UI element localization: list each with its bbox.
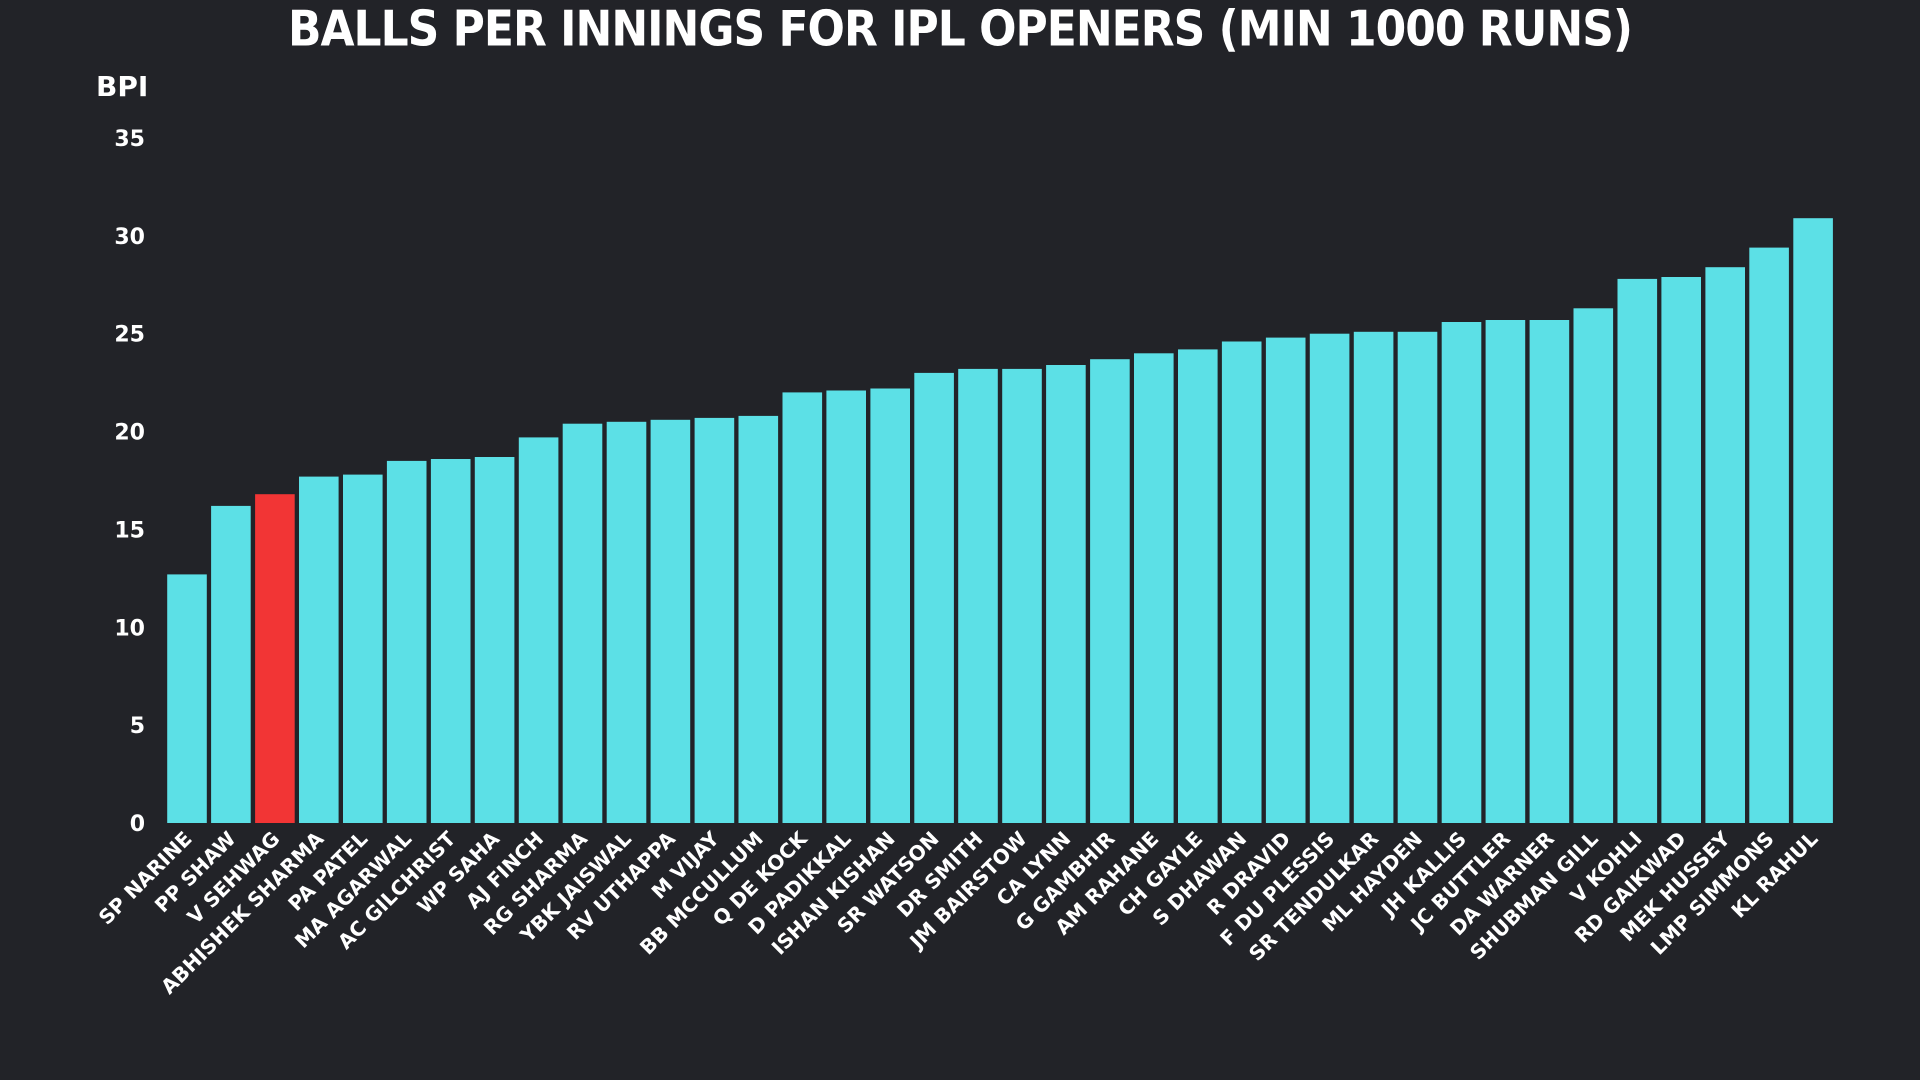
bar [430, 459, 471, 823]
bar [1178, 349, 1218, 823]
bar [870, 388, 910, 823]
bar [1441, 322, 1482, 823]
bar [650, 419, 691, 823]
bar [606, 421, 647, 823]
bar [1090, 359, 1130, 823]
bar [255, 494, 295, 823]
bar [1573, 308, 1614, 823]
y-tick-label: 5 [130, 714, 145, 739]
bar [1221, 341, 1262, 823]
chart-title: BALLS PER INNINGS FOR IPL OPENERS (MIN 1… [287, 0, 1633, 59]
bar [167, 574, 207, 823]
bar [1046, 365, 1086, 823]
bar [826, 390, 866, 823]
bar [782, 392, 823, 823]
bar [738, 415, 779, 823]
bar [386, 460, 427, 823]
y-tick-label: 0 [130, 812, 145, 837]
bar [343, 474, 383, 823]
y-axis-label: BPI [96, 70, 148, 103]
bar [1265, 337, 1306, 823]
bar [562, 423, 603, 823]
y-tick-label: 10 [114, 616, 145, 641]
y-tick-label: 20 [114, 421, 145, 446]
bar [518, 437, 559, 823]
bar [1749, 247, 1789, 824]
bar [1353, 331, 1394, 823]
bars-group [167, 218, 1833, 824]
bar [1485, 320, 1526, 823]
bar [1661, 277, 1701, 823]
bar [958, 368, 998, 823]
bar [1793, 218, 1833, 823]
bar [1134, 353, 1174, 823]
y-axis-ticks: 0 5 10 15 20 25 30 35 [114, 127, 145, 837]
y-tick-label: 25 [114, 323, 145, 348]
bar [694, 417, 735, 823]
bar [474, 457, 515, 823]
bar [914, 372, 954, 823]
y-tick-label: 15 [114, 518, 145, 543]
bar [1705, 267, 1745, 823]
bar [1002, 368, 1042, 823]
y-tick-label: 30 [114, 225, 145, 250]
bar [299, 476, 339, 823]
y-tick-label: 35 [114, 127, 145, 152]
bar [1529, 320, 1570, 823]
bar [1309, 333, 1350, 823]
bar [1397, 331, 1438, 823]
bar [211, 505, 251, 823]
bar [1617, 278, 1658, 823]
